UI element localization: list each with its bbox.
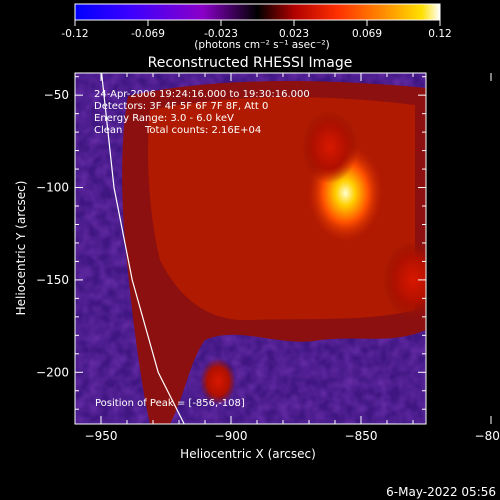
info-total-counts: Total counts: 2.16E+04 <box>144 125 261 136</box>
colorbar-tick-label: -0.023 <box>204 28 238 40</box>
info-clean-label: Clean <box>94 125 122 136</box>
emission-source <box>200 358 236 405</box>
emission-source <box>383 240 426 319</box>
info-line-detectors: Detectors: 3F 4F 5F 6F 7F 8F, Att 0 <box>94 101 268 112</box>
solar-limb-curve <box>100 73 185 424</box>
plot-frame <box>74 72 427 425</box>
chart-title: Reconstructed RHESSI Image <box>148 55 353 71</box>
info-block: 24-Apr-2006 19:24:16.000 to 19:30:16.000… <box>94 89 310 136</box>
emission-region <box>122 81 500 424</box>
peak-position-label: Position of Peak = [-856,-108] <box>95 398 245 409</box>
footer-date: 6-May-2022 05:56 <box>386 485 496 499</box>
colorbar-tick-label: -0.12 <box>61 28 88 40</box>
x-tick-label: −850 <box>345 429 378 443</box>
colorbar-tick-label: 0.069 <box>352 28 382 40</box>
y-axis-label: Heliocentric Y (arcsec) <box>14 181 28 316</box>
colorbar-units-label: (photons cm⁻² s⁻¹ asec⁻²) <box>194 39 329 51</box>
colorbar-gradient <box>74 3 441 21</box>
y-axis: −50 −100 −150 −200 <box>36 76 426 410</box>
emission-sources <box>200 110 500 405</box>
x-axis: −950 −900 −850 −800 <box>85 73 500 443</box>
x-tick-label: −900 <box>215 429 248 443</box>
x-axis-label: Heliocentric X (arcsec) <box>180 447 316 461</box>
colorbar-ticks: -0.12 -0.069 -0.023 0.023 0.069 0.12 <box>61 20 452 40</box>
colorbar-tick-label: -0.069 <box>131 28 165 40</box>
y-tick-label: −200 <box>36 365 69 379</box>
y-tick-label: −100 <box>36 181 69 195</box>
emission-source <box>480 217 500 279</box>
emission-source <box>301 110 358 184</box>
colorbar-tick-label: 0.023 <box>279 28 309 40</box>
y-tick-label: −50 <box>44 88 69 102</box>
x-tick-label: −950 <box>85 429 118 443</box>
info-line-energy: Energy Range: 3.0 - 6.0 keV <box>94 113 234 124</box>
colorbar: -0.12 -0.069 -0.023 0.023 0.069 0.12 (photons… <box>61 3 452 51</box>
info-line-time: 24-Apr-2006 19:24:16.000 to 19:30:16.000 <box>94 89 310 100</box>
x-tick-label: −800 <box>475 429 500 443</box>
y-tick-label: −150 <box>36 273 69 287</box>
plot-area <box>75 73 500 424</box>
colorbar-tick-label: 0.12 <box>428 28 451 40</box>
